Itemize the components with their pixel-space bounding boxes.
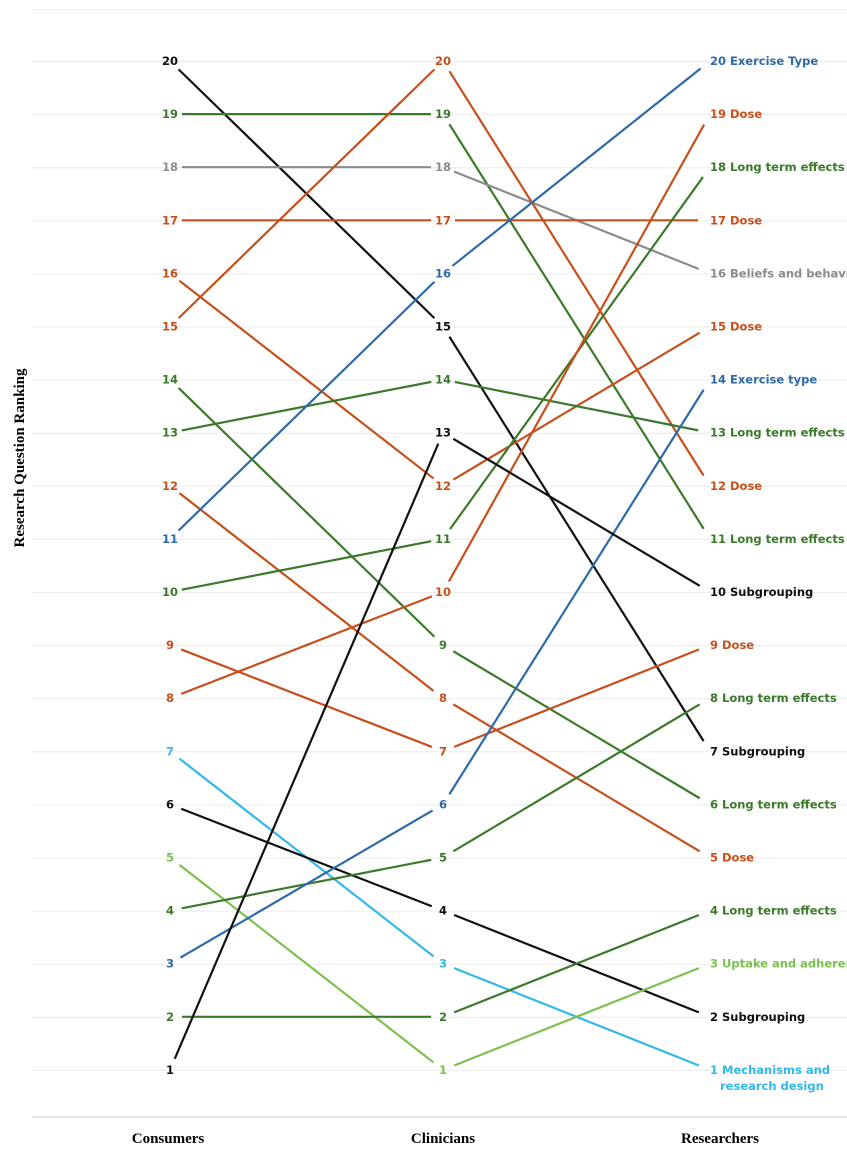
consumer-rank-label: 10 — [162, 585, 178, 599]
x-category-clinicians: Clinicians — [411, 1131, 475, 1147]
consumer-rank-label: 1 — [166, 1063, 174, 1077]
researcher-rank-label: 1 Mechanisms and — [710, 1063, 830, 1077]
researcher-rank-label: 16 Beliefs and behaviour — [710, 266, 847, 280]
clinician-rank-label: 7 — [439, 744, 447, 758]
series-line-segment — [179, 809, 434, 959]
clinician-rank-label: 5 — [439, 851, 447, 865]
series-line-segment — [177, 280, 436, 532]
series-line-segment — [177, 387, 436, 638]
consumer-rank-label: 16 — [162, 266, 178, 280]
researcher-rank-label: 13 Long term effects — [710, 426, 845, 440]
researcher-rank-label: 5 Dose — [710, 851, 754, 865]
series-line-segment — [173, 443, 440, 1060]
clinician-rank-label: 6 — [439, 797, 447, 811]
consumer-rank-label: 11 — [162, 532, 178, 546]
researcher-rank-label: 3 Uptake and adherence — [710, 957, 847, 971]
consumer-rank-label: 2 — [166, 1010, 174, 1024]
researcher-rank-label: 20 Exercise Type — [710, 54, 818, 68]
clinician-rank-label: 11 — [435, 532, 451, 546]
series-line-segment — [181, 540, 432, 591]
researcher-rank-label: 14 Exercise type — [710, 373, 817, 387]
series-line-segment — [453, 648, 700, 748]
consumer-rank-label: 12 — [162, 479, 178, 493]
researcher-rank-label: 19 Dose — [710, 107, 762, 121]
clinician-rank-label: 1 — [439, 1063, 447, 1077]
consumer-rank-label: 13 — [162, 426, 178, 440]
consumer-rank-label: 5 — [166, 851, 174, 865]
researcher-rank-label: 11 Long term effects — [710, 532, 845, 546]
researcher-rank-label: 4 Long term effects — [710, 904, 837, 918]
consumer-rank-label: 18 — [162, 160, 178, 174]
series-line-segment — [178, 492, 435, 692]
researcher-rank-label: 15 Dose — [710, 320, 762, 334]
series-line-segment — [180, 648, 433, 748]
clinician-rank-label: 17 — [435, 213, 451, 227]
series-line-segment — [452, 437, 701, 587]
series-line-segment — [180, 807, 433, 908]
clinician-rank-label: 8 — [439, 691, 447, 705]
series-line-segment — [178, 864, 435, 1064]
researcher-rank-label: 18 Long term effects — [710, 160, 845, 174]
clinician-rank-label: 16 — [435, 266, 451, 280]
series-line-segment — [453, 914, 700, 1014]
consumer-rank-label: 3 — [166, 957, 174, 971]
consumer-rank-label: 8 — [166, 691, 174, 705]
series-line-segment — [447, 124, 706, 583]
x-category-consumers: Consumers — [132, 1131, 205, 1147]
series-line-segment — [453, 967, 700, 1067]
series-lines — [173, 67, 706, 1067]
researcher-rank-label: 7 Subgrouping — [710, 744, 805, 758]
clinician-rank-label: 2 — [439, 1010, 447, 1024]
clinician-rank-label: 20 — [435, 54, 451, 68]
researcher-rank-label: 10 Subgrouping — [710, 585, 813, 599]
clinician-rank-label: 10 — [435, 585, 451, 599]
series-line-segment — [448, 336, 705, 742]
consumer-rank-label: 6 — [166, 797, 174, 811]
researcher-rank-label: 6 Long term effects — [710, 797, 837, 811]
researcher-rank-label: 8 Long term effects — [710, 691, 837, 705]
series-line-segment — [448, 389, 705, 795]
series-line-segment — [180, 595, 433, 695]
consumer-rank-label: 4 — [166, 904, 174, 918]
gridlines — [32, 9, 847, 1071]
researcher-rank-label-continued: research design — [720, 1079, 824, 1093]
series-line-segment — [452, 703, 701, 853]
series-line-segment — [452, 650, 701, 800]
y-axis-label: Research Question Ranking — [12, 368, 28, 547]
consumer-rank-label: 7 — [166, 744, 174, 758]
clinician-rank-label: 13 — [435, 426, 451, 440]
consumer-rank-label: 20 — [162, 54, 178, 68]
series-line-segment — [177, 68, 436, 319]
consumer-rank-label: 15 — [162, 320, 178, 334]
consumer-rank-label: 17 — [162, 213, 178, 227]
clinician-rank-label: 4 — [439, 904, 447, 918]
clinician-rank-label: 3 — [439, 957, 447, 971]
clinician-rank-label: 18 — [435, 160, 451, 174]
clinician-rank-label: 15 — [435, 320, 451, 334]
researcher-rank-label: 17 Dose — [710, 213, 762, 227]
series-line-segment — [454, 380, 699, 432]
series-line-segment — [178, 279, 435, 480]
consumer-rank-label: 14 — [162, 373, 178, 387]
series-line-segment — [451, 67, 702, 267]
series-line-segment — [448, 123, 705, 530]
consumer-rank-label: 19 — [162, 107, 178, 121]
researcher-rank-label: 12 Dose — [710, 479, 762, 493]
clinician-rank-label: 9 — [439, 638, 447, 652]
consumer-rank-label: 9 — [166, 638, 174, 652]
x-category-researchers: Researchers — [681, 1131, 759, 1147]
clinician-rank-label: 14 — [435, 373, 451, 387]
series-line-segment — [448, 70, 705, 477]
researcher-rank-label: 2 Subgrouping — [710, 1010, 805, 1024]
researcher-rank-label: 9 Dose — [710, 638, 754, 652]
clinician-rank-label: 19 — [435, 107, 451, 121]
clinician-rank-label: 12 — [435, 479, 451, 493]
